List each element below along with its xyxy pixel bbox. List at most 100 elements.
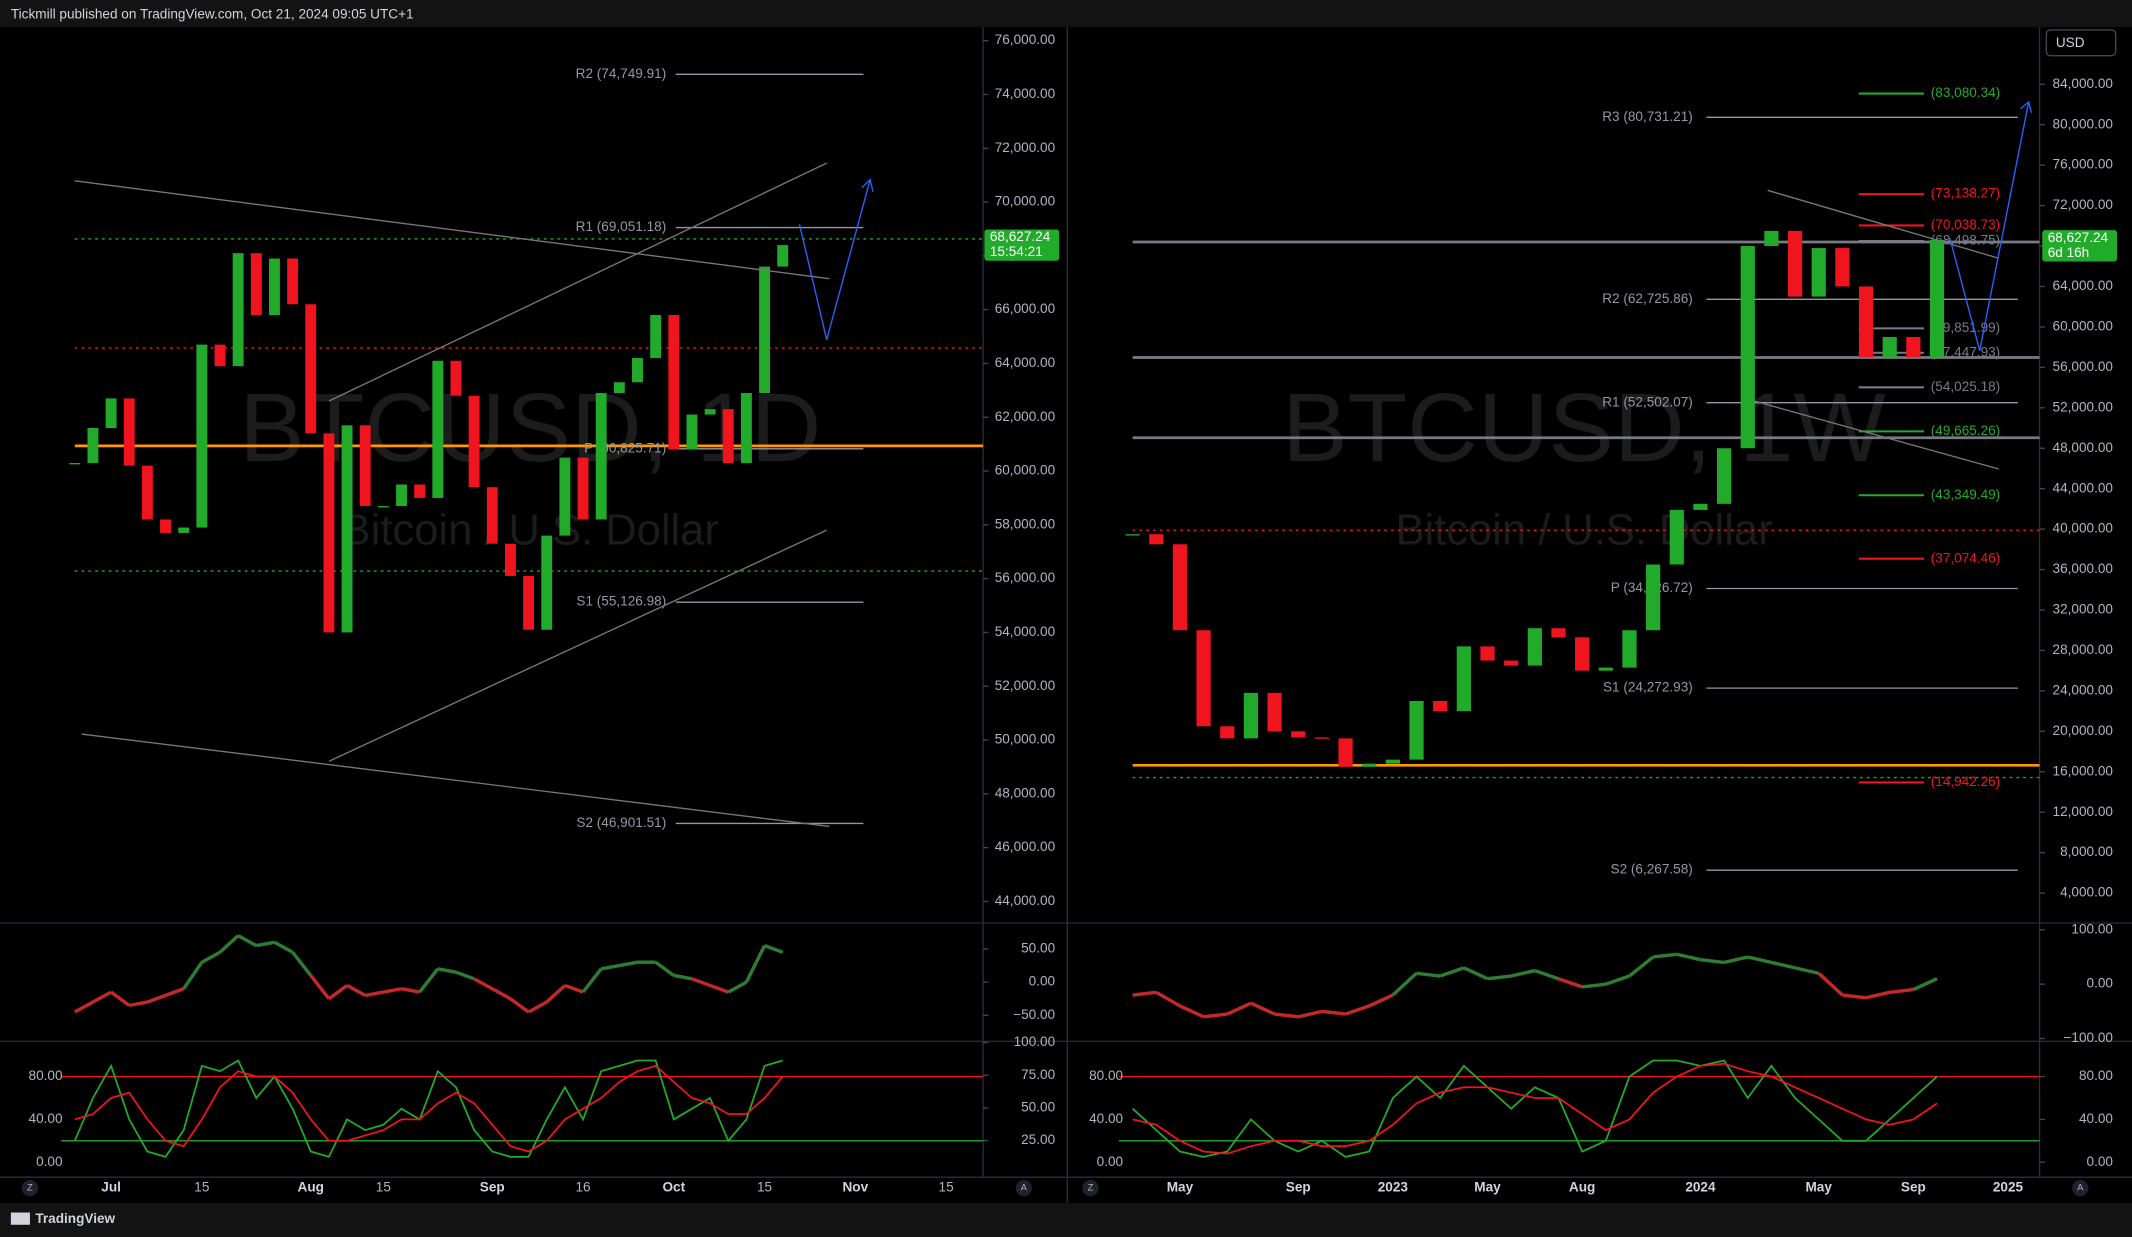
momentum-segment (1912, 977, 1938, 992)
momentum-segment (1226, 1001, 1252, 1016)
mark-label: (49,665.26) (1931, 423, 2000, 438)
momentum-segment (218, 934, 240, 954)
x-tick-label: Oct (662, 1180, 685, 1195)
x-tick-label: 15 (194, 1180, 209, 1195)
momentum-segment (128, 1000, 148, 1008)
pivot-label: R1 (69,051.18) (576, 219, 667, 234)
scale-button[interactable] (21, 1179, 39, 1197)
candle (1385, 759, 1400, 764)
x-tick-label: May (1167, 1180, 1194, 1195)
momentum-segment (437, 967, 457, 974)
y-tick-label: 44,000.00 (2053, 480, 2114, 495)
candle (160, 519, 171, 533)
scale-button-label: Z (27, 1183, 33, 1194)
scale-button-label: Z (1088, 1183, 1094, 1194)
momentum-segment (1676, 952, 1701, 962)
footer-bar (0, 1203, 2132, 1237)
pivot-label: R1 (52,502.07) (1602, 394, 1693, 409)
momentum-segment (581, 967, 603, 994)
y-tick-label: 72,000.00 (995, 140, 1056, 155)
momentum-segment (1155, 990, 1181, 1008)
y-tick-label: 24,000.00 (2053, 682, 2114, 697)
momentum-segment (1605, 974, 1631, 986)
momentum-segment (1865, 990, 1891, 1000)
y-tick-label: 36,000.00 (2053, 561, 2114, 576)
scale-button-label: A (2077, 1183, 2084, 1194)
candle (1338, 738, 1353, 767)
candle (1149, 534, 1164, 545)
momentum-segment (1344, 1004, 1370, 1016)
header-bar (0, 0, 2132, 28)
y-tick-label: 40.00 (29, 1111, 63, 1126)
y-tick-label: 58,000.00 (995, 516, 1056, 531)
momentum-segment (1368, 993, 1394, 1008)
momentum-segment (1391, 972, 1418, 997)
candle (87, 428, 99, 463)
candle (1598, 667, 1613, 671)
pivot-label: S2 (46,901.51) (576, 815, 666, 830)
scale-button[interactable] (2072, 1179, 2089, 1197)
x-tick-label: May (1806, 1180, 1833, 1195)
momentum-segment (255, 940, 275, 948)
candle (1196, 630, 1211, 727)
candle (396, 484, 407, 507)
x-tick-label: Sep (1901, 1180, 1926, 1195)
y-tick-label: 0.00 (2087, 976, 2114, 991)
y-tick-label: −100.00 (2063, 1030, 2113, 1045)
candle (1267, 692, 1282, 732)
candle (250, 253, 262, 316)
candle (1835, 248, 1850, 287)
y-tick-label: 50,000.00 (995, 732, 1056, 747)
y-tick-label: 52,000.00 (995, 678, 1056, 693)
scale-button[interactable] (1015, 1179, 1033, 1197)
pivot-label: R2 (74,749.91) (576, 66, 667, 81)
price-tag-label: 68,627.24 (990, 229, 1051, 244)
price-tag (2042, 230, 2118, 262)
candle (341, 425, 353, 633)
momentum-segment (709, 983, 729, 994)
momentum-segment (327, 984, 349, 1001)
momentum-segment (619, 960, 638, 968)
mark-label: (73,138.27) (1931, 186, 2000, 201)
momentum-segment (1203, 1012, 1228, 1019)
candle (359, 425, 371, 507)
candle (305, 304, 317, 434)
candle (414, 484, 426, 498)
footer-brand: TradingView (35, 1211, 115, 1226)
momentum-segment (418, 967, 440, 994)
y-tick-label: 60,000.00 (2053, 319, 2114, 334)
y-tick-label: 60,000.00 (995, 463, 1056, 478)
momentum-segment (1321, 1009, 1346, 1016)
momentum-segment (727, 980, 748, 994)
pivot-label: S2 (6,267.58) (1611, 862, 1693, 877)
mark-label: (37,074.46) (1931, 550, 2000, 565)
y-tick-label: 0.00 (1029, 974, 1056, 989)
currency-button[interactable] (2045, 29, 2117, 57)
momentum-segment (73, 1000, 94, 1014)
candle (777, 245, 789, 267)
header-title: Tickmill published on TradingView.com, O… (11, 7, 414, 22)
candle (1243, 692, 1259, 739)
scale-button[interactable] (1082, 1179, 1099, 1197)
x-tick-label: 2024 (1685, 1180, 1716, 1195)
momentum-segment (691, 977, 711, 988)
momentum-segment (527, 1000, 548, 1014)
y-tick-label: 48,000.00 (995, 785, 1056, 800)
candle (1480, 646, 1495, 661)
candle (1693, 503, 1708, 510)
candle (1433, 700, 1448, 712)
candle (468, 395, 480, 488)
candle (577, 457, 589, 520)
momentum-segment (744, 944, 767, 983)
candle (1575, 637, 1590, 671)
momentum-segment (401, 987, 420, 994)
candle (523, 575, 535, 630)
candle (668, 315, 680, 450)
candle (196, 344, 208, 528)
candle (141, 465, 153, 520)
momentum-segment (1416, 971, 1441, 978)
momentum-segment (564, 983, 584, 994)
mark-label: (70,038.73) (1931, 217, 2000, 232)
mark-label: (43,349.49) (1931, 487, 2000, 502)
